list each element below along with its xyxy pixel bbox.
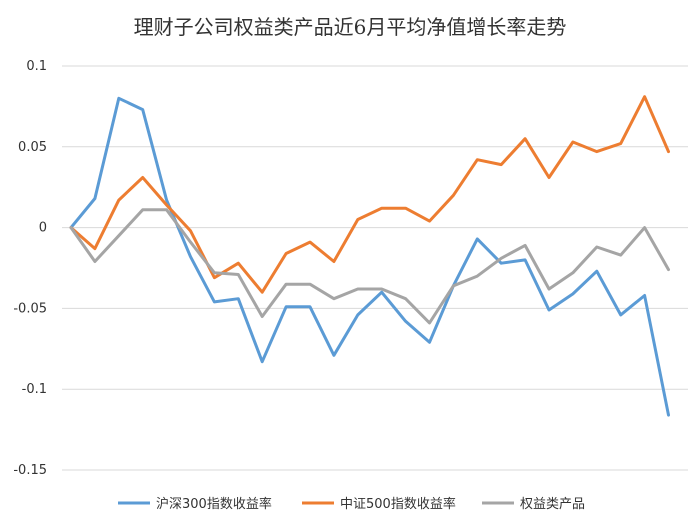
chart-title: 理财子公司权益类产品近6月平均净值增长率走势 — [134, 15, 567, 39]
series-line-3 — [69, 208, 670, 325]
legend-label: 权益类产品 — [520, 496, 585, 512]
y-tick-label: -0.05 — [13, 301, 47, 316]
y-tick-label: -0.15 — [13, 463, 47, 478]
y-tick-label: 0.05 — [18, 140, 47, 155]
y-axis-ticks: 0.1 0.05 0 -0.05 -0.1 -0.15 — [13, 59, 47, 478]
y-tick-label: -0.1 — [22, 382, 47, 397]
y-tick-label: 0.1 — [26, 59, 47, 74]
legend-label: 沪深300指数收益率 — [156, 496, 272, 512]
grid — [62, 65, 688, 471]
y-tick-label: 0 — [39, 221, 47, 236]
series-line-2 — [69, 95, 670, 294]
legend: 沪深300指数收益率 中证500指数收益率 权益类产品 — [118, 496, 585, 512]
series-lines — [69, 95, 670, 417]
legend-label: 中证500指数收益率 — [340, 496, 456, 512]
